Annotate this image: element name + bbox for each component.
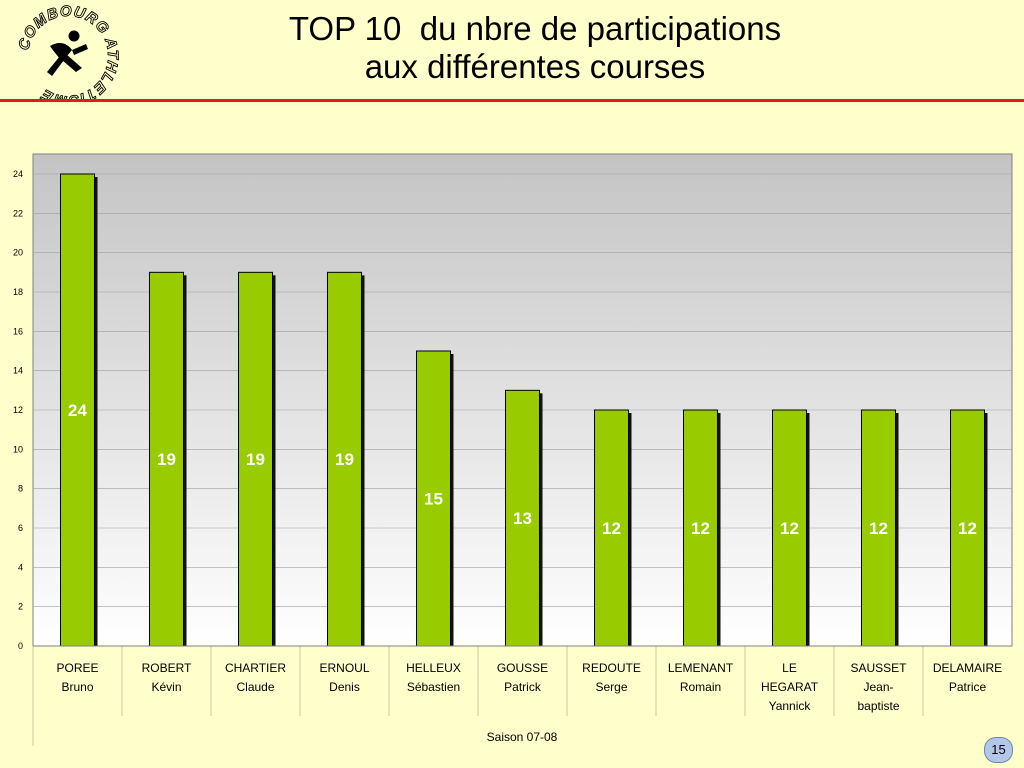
x-axis-label: Saison 07-08 [487, 730, 558, 744]
y-tick-label: 4 [18, 562, 23, 572]
y-tick-label: 16 [13, 326, 23, 336]
bar [505, 389, 540, 647]
title-line-2: aux différentes courses [364, 48, 706, 85]
data-label: 13 [513, 509, 532, 528]
data-label: 24 [68, 401, 87, 420]
y-tick-label: 22 [13, 208, 23, 218]
y-tick-label: 2 [18, 602, 23, 612]
y-tick-label: 6 [18, 523, 23, 533]
bar [238, 271, 273, 647]
y-tick-label: 8 [18, 484, 23, 494]
bar [683, 409, 718, 647]
y-tick-label: 10 [13, 444, 23, 454]
category-label: Kévin [151, 680, 181, 694]
category-label: Romain [680, 680, 721, 694]
y-tick-label: 14 [13, 366, 23, 376]
bar [149, 271, 184, 647]
y-tick-label: 12 [13, 405, 23, 415]
category-label: Sébastien [407, 680, 460, 694]
category-label: Yannick [769, 699, 812, 713]
data-label: 12 [691, 519, 710, 538]
category-label: LE [782, 661, 797, 675]
category-label: POREE [56, 661, 98, 675]
data-label: 15 [424, 490, 443, 509]
y-tick-label: 24 [13, 169, 23, 179]
y-tick-label: 20 [13, 248, 23, 258]
category-label: Patrice [949, 680, 987, 694]
category-label: HELLEUX [406, 661, 461, 675]
category-label: HEGARAT [761, 680, 819, 694]
page-title: TOP 10 du nbre de participations aux dif… [130, 10, 940, 86]
bar [861, 409, 896, 647]
data-label: 19 [246, 450, 265, 469]
category-label: ROBERT [142, 661, 192, 675]
category-label: Claude [236, 680, 274, 694]
data-label: 12 [602, 519, 621, 538]
data-label: 12 [958, 519, 977, 538]
category-label: SAUSSET [850, 661, 907, 675]
category-label: baptiste [857, 699, 899, 713]
data-label: 12 [869, 519, 888, 538]
bar [327, 271, 362, 647]
bar [594, 409, 629, 647]
page-number-badge: 15 [984, 737, 1013, 763]
bar [60, 173, 95, 647]
y-tick-label: 0 [18, 641, 23, 651]
data-label: 12 [780, 519, 799, 538]
category-label: Denis [329, 680, 360, 694]
data-label: 19 [157, 450, 176, 469]
data-label: 19 [335, 450, 354, 469]
club-logo: COMBOURG ATHLETISME [15, 4, 121, 100]
category-label: Patrick [504, 680, 542, 694]
category-label: REDOUTE [582, 661, 641, 675]
category-label: DELAMAIRE [933, 661, 1002, 675]
runner-icon [47, 30, 88, 76]
bar [772, 409, 807, 647]
category-label: LEMENANT [668, 661, 734, 675]
category-label: Jean- [863, 680, 893, 694]
category-label: Serge [595, 680, 627, 694]
category-label: ERNOUL [319, 661, 369, 675]
category-label: Bruno [61, 680, 93, 694]
y-tick-label: 18 [13, 287, 23, 297]
header-rule [0, 99, 1024, 102]
title-line-1: TOP 10 du nbre de participations [288, 10, 782, 47]
bar [950, 409, 985, 647]
category-label: CHARTIER [225, 661, 286, 675]
category-label: GOUSSE [497, 661, 548, 675]
